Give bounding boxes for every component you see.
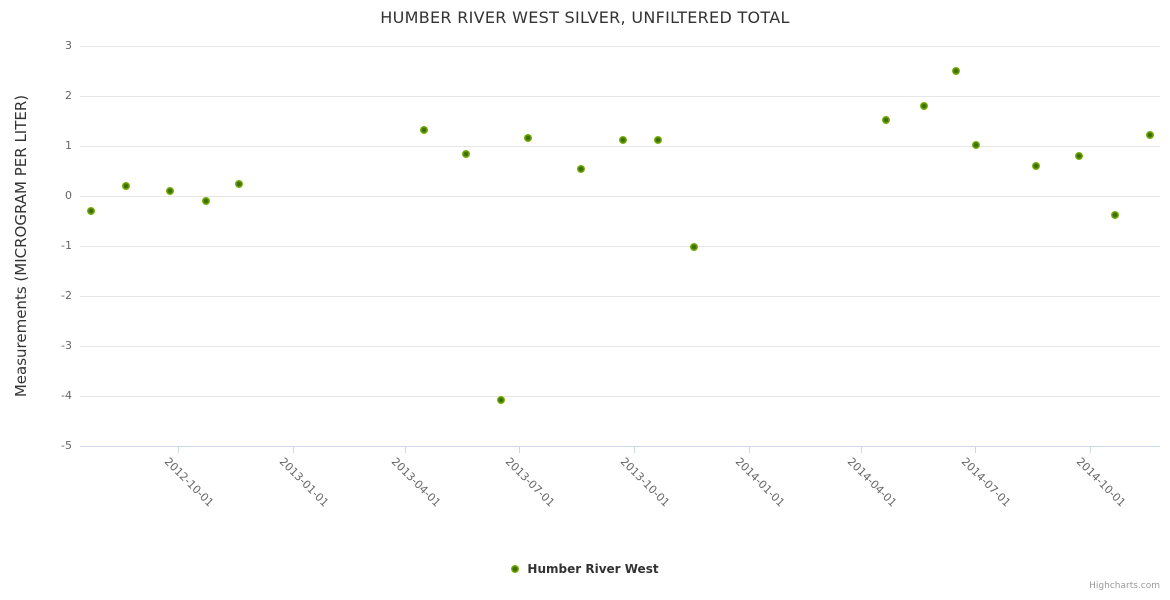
y-axis-label: -4 — [61, 389, 72, 402]
x-axis-tick — [633, 447, 635, 453]
x-axis-label: 2012-10-01 — [161, 455, 216, 510]
grid-line — [80, 96, 1160, 97]
x-axis-label: 2014-07-01 — [958, 455, 1014, 510]
x-axis-tick — [748, 447, 750, 453]
y-axis-label: -2 — [61, 289, 72, 302]
grid-line — [80, 46, 1160, 47]
data-point[interactable] — [462, 149, 471, 158]
data-point[interactable] — [882, 115, 891, 124]
y-axis-label: -3 — [61, 339, 72, 352]
data-point[interactable] — [919, 102, 928, 110]
grid-line — [80, 146, 1160, 147]
y-axis-label: -5 — [61, 439, 72, 452]
data-point[interactable] — [166, 187, 174, 195]
x-axis-label: 2014-01-01 — [732, 455, 787, 510]
x-axis-label: 2014-04-01 — [845, 455, 900, 510]
grid-line — [80, 196, 1160, 197]
x-axis-label: 2013-10-01 — [617, 455, 672, 510]
y-axis-label: 0 — [65, 189, 72, 202]
x-axis-label: 2013-04-01 — [388, 455, 444, 510]
highcharts-credits-link[interactable]: Highcharts.com — [1089, 581, 1160, 591]
data-point[interactable] — [577, 164, 586, 173]
data-point[interactable] — [1074, 152, 1083, 160]
x-axis-tick — [975, 447, 976, 453]
data-point[interactable] — [972, 141, 981, 149]
data-point[interactable] — [87, 207, 96, 215]
grid-line — [80, 346, 1160, 347]
x-axis-label: 2013-01-01 — [276, 455, 331, 510]
y-axis-label: 2 — [65, 89, 72, 102]
data-point[interactable] — [1146, 131, 1154, 139]
grid-line — [80, 296, 1160, 297]
x-axis-tick — [177, 447, 179, 453]
data-point[interactable] — [419, 126, 428, 134]
grid-line — [80, 246, 1160, 247]
data-point[interactable] — [523, 133, 532, 142]
y-axis-label: -1 — [61, 239, 72, 252]
data-point[interactable] — [952, 67, 961, 75]
data-point[interactable] — [1111, 210, 1119, 219]
x-axis-tick — [292, 447, 294, 453]
data-point[interactable] — [618, 136, 627, 144]
x-axis-label: 2014-10-01 — [1073, 455, 1129, 510]
data-point[interactable] — [234, 179, 243, 188]
x-axis-tick — [861, 447, 863, 453]
data-point[interactable] — [689, 243, 698, 251]
legend-item-humber-river-west[interactable]: Humber River West — [0, 562, 1170, 576]
chart-title: HUMBER RIVER WEST SILVER, UNFILTERED TOT… — [380, 8, 790, 27]
y-axis-label: 1 — [65, 139, 72, 152]
data-point[interactable] — [122, 182, 131, 190]
data-point[interactable] — [497, 395, 506, 404]
data-point[interactable] — [1032, 162, 1041, 170]
y-axis-label: 3 — [65, 39, 72, 52]
x-axis-label: 2013-07-01 — [502, 455, 557, 510]
legend-label: Humber River West — [527, 562, 659, 576]
series-marker-icon — [511, 565, 520, 573]
x-axis-tick — [1090, 447, 1091, 453]
x-axis-tick — [405, 447, 406, 453]
grid-line — [80, 396, 1160, 397]
data-point[interactable] — [202, 197, 211, 205]
data-point[interactable] — [653, 136, 662, 144]
x-axis-tick — [518, 447, 520, 453]
plot-area — [80, 46, 1160, 447]
